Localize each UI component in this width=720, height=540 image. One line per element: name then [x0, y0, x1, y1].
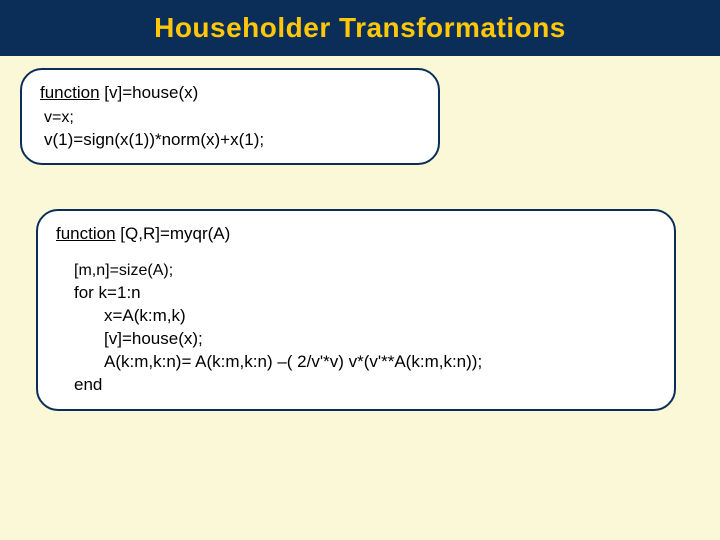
code-line: end	[56, 374, 656, 397]
slide-title: Householder Transformations	[154, 12, 566, 44]
slide-header: Householder Transformations	[0, 0, 720, 56]
function-signature: function [Q,R]=myqr(A)	[56, 223, 656, 246]
code-box-house: function [v]=house(x) v=x; v(1)=sign(x(1…	[20, 68, 440, 165]
spacer	[56, 248, 656, 260]
content-area: function [v]=house(x) v=x; v(1)=sign(x(1…	[0, 56, 720, 540]
code-line: v=x;	[40, 107, 420, 129]
code-line: v(1)=sign(x(1))*norm(x)+x(1);	[40, 129, 420, 152]
code-box-myqr: function [Q,R]=myqr(A) [m,n]=size(A); fo…	[36, 209, 676, 410]
slide: Householder Transformations function [v]…	[0, 0, 720, 540]
function-keyword: function	[40, 83, 100, 102]
function-signature: function [v]=house(x)	[40, 82, 420, 105]
code-line: A(k:m,k:n)= A(k:m,k:n) –( 2/v'*v) v*(v'*…	[56, 351, 656, 374]
code-line: [m,n]=size(A);	[56, 260, 656, 282]
code-line: for k=1:n	[56, 282, 656, 305]
function-sig-text: [v]=house(x)	[100, 83, 199, 102]
function-keyword: function	[56, 224, 116, 243]
code-line: x=A(k:m,k)	[56, 305, 656, 328]
function-sig-text: [Q,R]=myqr(A)	[116, 224, 231, 243]
code-line: [v]=house(x);	[56, 328, 656, 351]
